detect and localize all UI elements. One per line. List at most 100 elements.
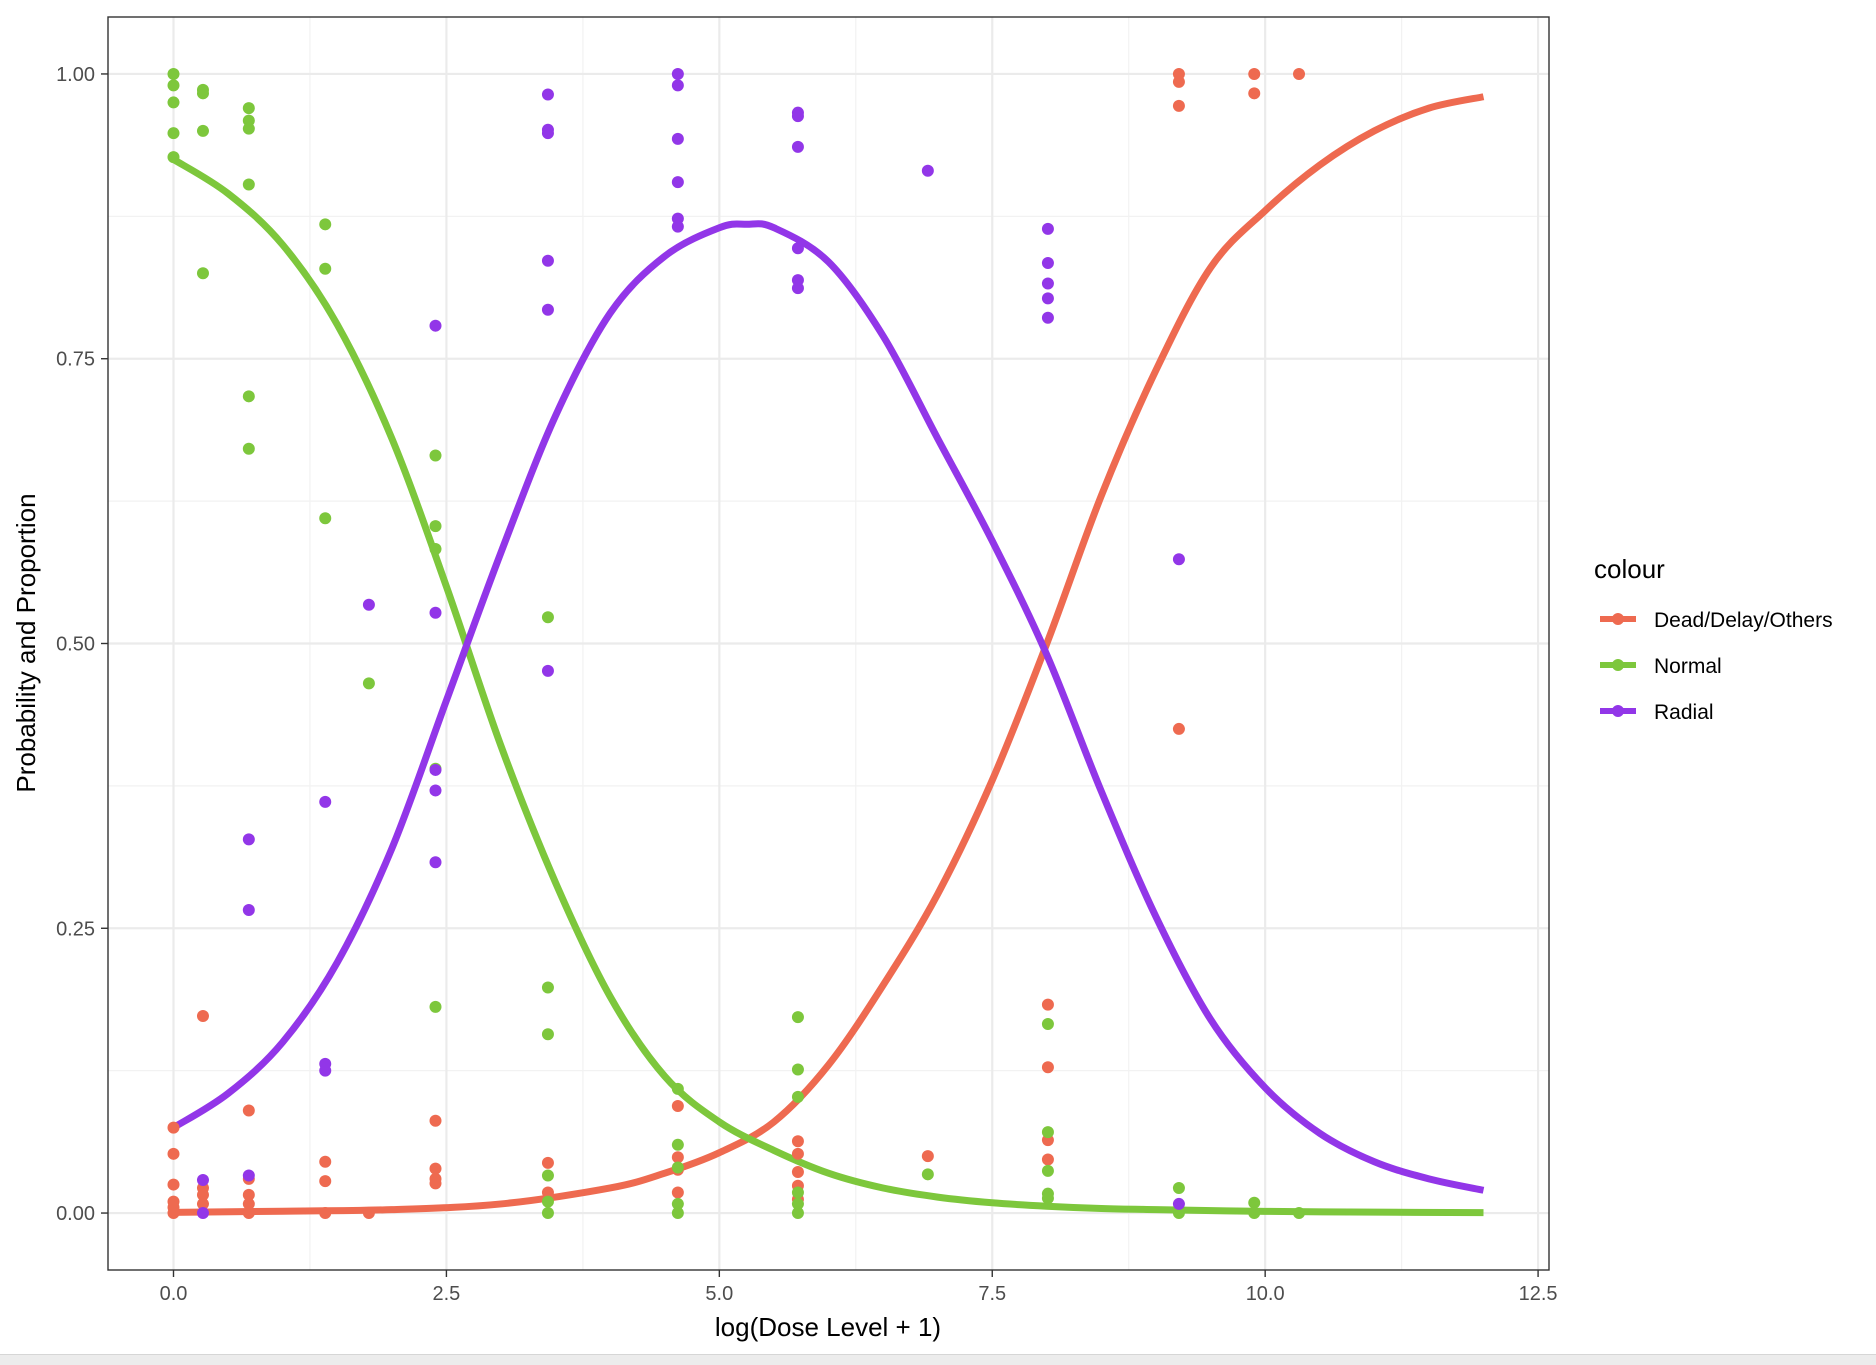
y-tick-label: 0.50 [56,634,95,656]
point-dead-delay-others [242,1197,255,1210]
point-normal [1248,1207,1261,1220]
point-normal [196,124,209,137]
y-tick-label: 0.25 [56,918,95,940]
point-normal [671,1207,684,1220]
point-radial [242,1169,255,1182]
legend-title: colour [1594,554,1665,584]
point-normal [1041,1017,1054,1030]
point-normal [1041,1164,1054,1177]
point-dead-delay-others [1172,75,1185,88]
point-dead-delay-others [921,1150,934,1163]
point-radial [319,1064,332,1077]
point-normal [167,96,180,109]
legend: colour Dead/Delay/Others Normal Radial [1594,554,1833,724]
legend-label: Radial [1654,701,1714,724]
point-dead-delay-others [541,1156,554,1169]
x-tick-label: 2.5 [433,1283,461,1305]
y-tick-label: 0.75 [56,349,95,371]
point-normal [429,520,442,533]
point-dead-delay-others [791,1166,804,1179]
point-radial [319,795,332,808]
point-radial [1172,1197,1185,1210]
point-radial [429,763,442,776]
point-normal [671,1138,684,1151]
point-normal [1041,1126,1054,1139]
legend-key-point [1612,659,1624,671]
y-axis-title: Probability and Proportion [11,493,41,792]
legend-label: Dead/Delay/Others [1654,609,1833,632]
point-radial [791,140,804,153]
point-normal [791,1197,804,1210]
legend-key-point [1612,613,1624,625]
y-axis-ticks: 0.00 0.25 0.50 0.75 1.00 [56,64,108,1225]
point-normal [541,981,554,994]
point-dead-delay-others [242,1104,255,1117]
point-normal [541,1169,554,1182]
point-normal [167,127,180,140]
point-normal [671,1197,684,1210]
point-radial [1041,257,1054,270]
point-normal [362,677,375,690]
point-dead-delay-others [1248,87,1261,100]
curve-normal [171,156,1484,1217]
point-radial [1041,277,1054,290]
x-tick-label: 0.0 [160,1283,188,1305]
x-tick-label: 10.0 [1246,1283,1285,1305]
point-dead-delay-others [196,1197,209,1210]
point-normal [541,1195,554,1208]
point-radial [242,833,255,846]
point-dead-delay-others [791,1147,804,1160]
point-radial [671,220,684,233]
y-tick-label: 0.00 [56,1203,95,1225]
point-normal [791,1090,804,1103]
point-radial [541,88,554,101]
point-normal [242,178,255,191]
point-radial [541,127,554,140]
point-normal [319,262,332,275]
point-dead-delay-others [196,1188,209,1201]
point-radial [791,110,804,123]
point-radial [1041,311,1054,324]
point-dead-delay-others [319,1207,332,1220]
point-dead-delay-others [791,1135,804,1148]
point-normal [1293,1207,1306,1220]
point-radial [791,282,804,295]
point-radial [429,606,442,619]
point-radial [541,664,554,677]
point-radial [196,1174,209,1187]
legend-item-normal: Normal [1600,655,1722,678]
x-axis-ticks: 0.0 2.5 5.0 7.5 10.0 12.5 [160,1270,1558,1305]
point-dead-delay-others [671,1186,684,1199]
point-radial [541,254,554,267]
window-bottom-edge [0,1354,1876,1365]
point-radial [791,242,804,255]
legend-label: Normal [1654,655,1722,678]
point-normal [242,442,255,455]
point-normal [541,1207,554,1220]
point-normal [167,151,180,164]
point-dead-delay-others [429,1162,442,1175]
point-dead-delay-others [429,1177,442,1190]
point-normal [429,449,442,462]
x-tick-label: 5.0 [705,1283,733,1305]
point-dead-delay-others [362,1207,375,1220]
x-tick-label: 12.5 [1519,1283,1558,1305]
minor-gridlines [108,17,1549,1270]
point-dead-delay-others [1172,722,1185,735]
point-normal [242,122,255,135]
point-normal [921,1168,934,1181]
point-dead-delay-others [196,1009,209,1022]
point-dead-delay-others [167,1207,180,1220]
point-radial [671,67,684,80]
point-dead-delay-others [429,1114,442,1127]
point-normal [1172,1207,1185,1220]
curve-dead-delay-others [173,93,1485,1216]
point-radial [671,79,684,92]
point-dead-delay-others [671,1099,684,1112]
point-normal [319,218,332,231]
point-normal [167,67,180,80]
point-dead-delay-others [319,1175,332,1188]
point-normal [671,1161,684,1174]
point-dead-delay-others [167,1121,180,1134]
